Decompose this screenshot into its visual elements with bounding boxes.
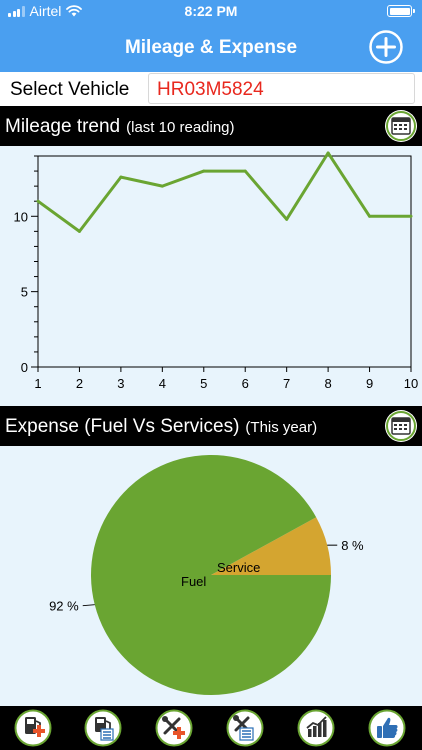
mileage-point	[285, 217, 289, 221]
service-add-icon[interactable]	[155, 709, 193, 747]
mileage-point	[77, 229, 81, 233]
vehicle-row: Select Vehicle HR03M5824	[0, 72, 422, 106]
mileage-point	[326, 151, 330, 155]
bottom-tab-bar	[0, 706, 422, 750]
pie-pct-fuel: 92 %	[49, 599, 79, 614]
mileage-point	[119, 175, 123, 179]
x-tick-label: 7	[283, 376, 290, 391]
x-tick-label: 3	[117, 376, 124, 391]
chart-icon[interactable]	[297, 709, 335, 747]
y-tick-label: 5	[21, 285, 28, 300]
mileage-point	[202, 169, 206, 173]
pie-slice-fuel	[91, 454, 332, 695]
expense-calendar-icon[interactable]	[384, 409, 418, 443]
nav-bar: Mileage & Expense	[0, 22, 422, 72]
fuel-list-icon[interactable]	[84, 709, 122, 747]
mileage-point	[160, 184, 164, 188]
mileage-point	[243, 169, 247, 173]
status-bar: Airtel 8:22 PM	[0, 0, 422, 22]
wifi-icon	[66, 5, 83, 17]
mileage-point	[368, 214, 372, 218]
carrier-group: Airtel	[8, 3, 83, 19]
expense-pie-chart: Fuel Service 8 % 92 %	[0, 446, 422, 706]
y-tick-label: 10	[14, 209, 28, 224]
pie-label-service: Service	[217, 560, 260, 575]
pie-label-fuel: Fuel	[181, 574, 206, 589]
mileage-header: Mileage trend (last 10 reading)	[0, 106, 422, 146]
plus-circle-icon[interactable]	[368, 29, 404, 65]
mileage-series-line	[37, 151, 411, 233]
expense-header: Expense (Fuel Vs Services) (This year)	[0, 406, 422, 446]
x-tick-label: 4	[159, 376, 166, 391]
mileage-point	[409, 214, 413, 218]
page-title: Mileage & Expense	[124, 37, 298, 58]
mileage-line-chart: 0 5 10 1 2 3 4 5 6 7 8 9 10	[0, 146, 422, 406]
mileage-point	[36, 199, 40, 203]
select-vehicle-label: Select Vehicle	[10, 79, 130, 100]
x-tick-label: 6	[242, 376, 249, 391]
x-tick-label: 5	[200, 376, 207, 391]
plot-frame	[37, 155, 412, 368]
x-tick-label: 8	[324, 376, 331, 391]
mileage-subtitle: (last 10 reading)	[126, 119, 235, 136]
x-tick-label: 9	[366, 376, 373, 391]
y-tick-label: 0	[21, 360, 28, 375]
signal-icon	[8, 5, 25, 17]
expense-subtitle: (This year)	[245, 419, 318, 436]
mileage-calendar-icon[interactable]	[384, 109, 418, 143]
carrier-name: Airtel	[29, 3, 62, 19]
x-tick-label: 2	[76, 376, 83, 391]
expense-title: Expense (Fuel Vs Services)	[5, 416, 240, 437]
fuel-add-icon[interactable]	[14, 709, 52, 747]
x-tick-label: 10	[404, 376, 418, 391]
pie-leader-fuel	[82, 604, 95, 607]
mileage-title: Mileage trend	[5, 116, 121, 137]
service-list-icon[interactable]	[226, 709, 264, 747]
status-time: 8:22 PM	[184, 3, 238, 19]
pie-slice-service	[211, 517, 331, 575]
vehicle-select-field[interactable]: HR03M5824	[148, 73, 415, 104]
thumbs-up-icon[interactable]	[368, 709, 406, 747]
battery-icon	[387, 5, 415, 17]
x-tick-label: 1	[34, 376, 41, 391]
pie-pct-service: 8 %	[341, 538, 364, 553]
